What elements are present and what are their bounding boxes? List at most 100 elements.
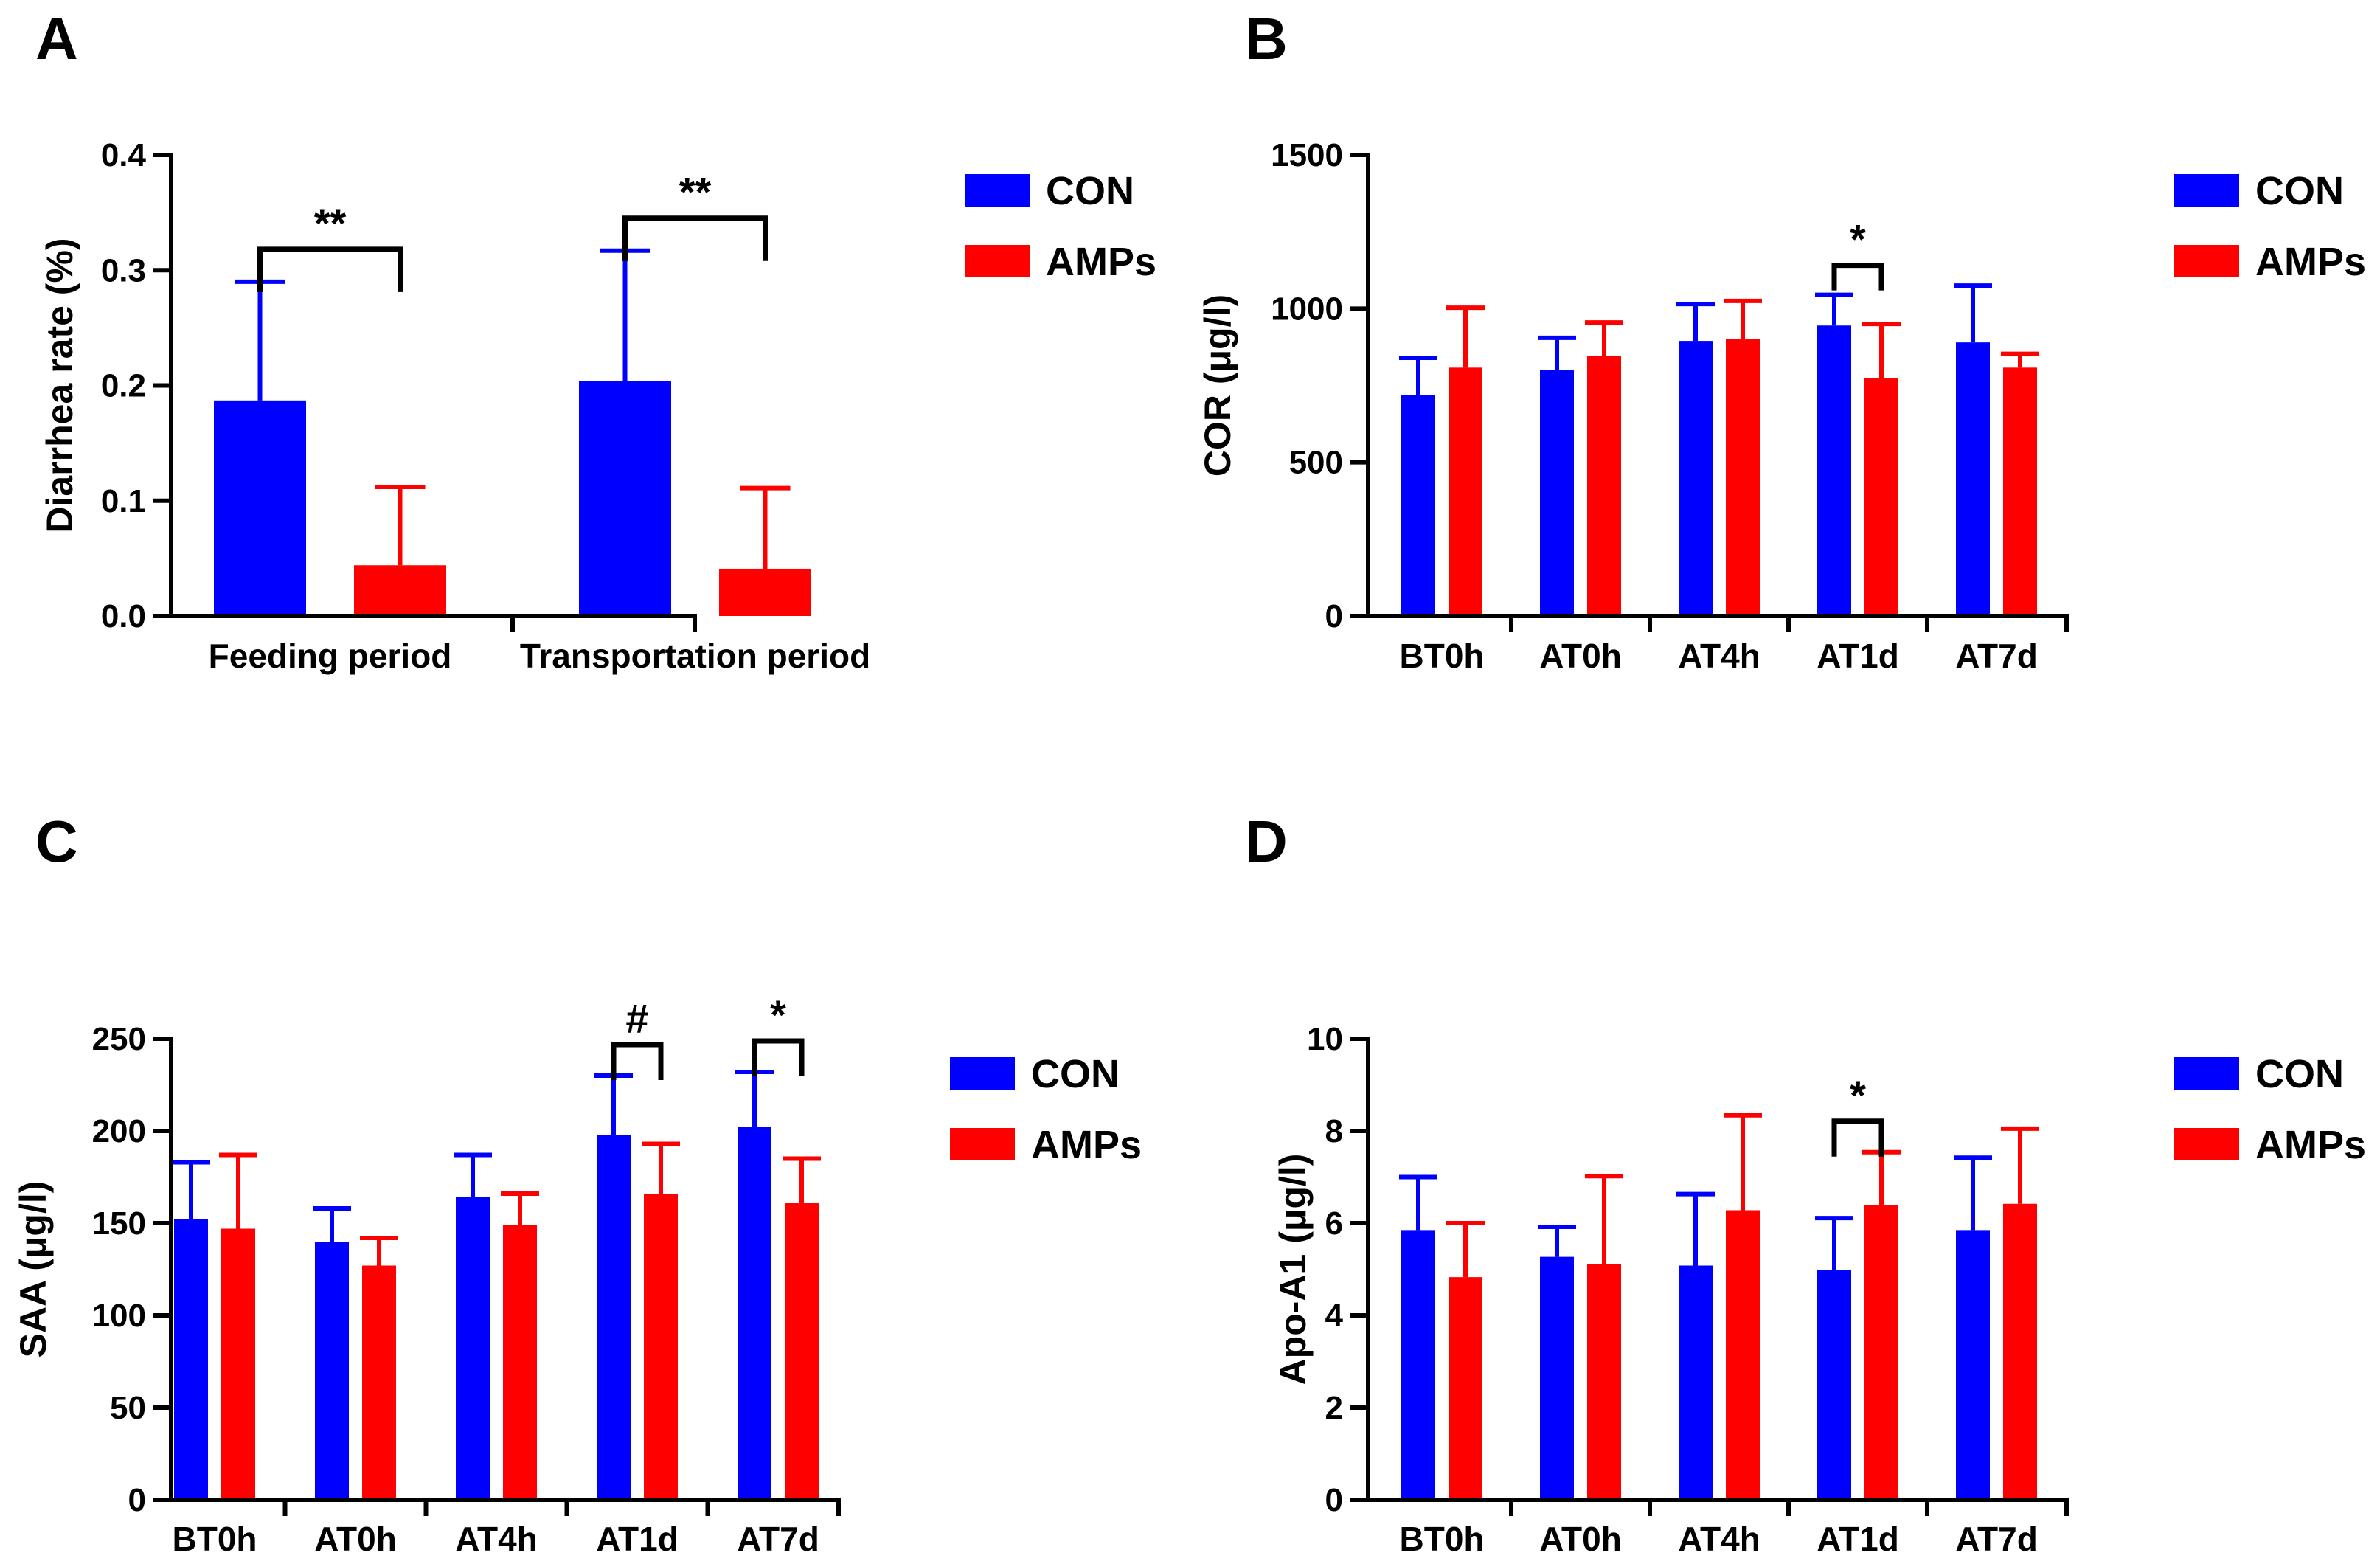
y-tick-label: 0.2 (101, 368, 146, 404)
bar-con-d (1956, 1230, 1990, 1500)
bar-con-d (1540, 1256, 1574, 1500)
y-tick-label: 8 (1325, 1113, 1343, 1149)
y-tick-label: 0 (1325, 1482, 1343, 1518)
bar-amps-d (1864, 1205, 1898, 1500)
y-axis-title: COR (μg/l) (1197, 294, 1238, 477)
y-axis-title: SAA (μg/l) (13, 1181, 54, 1358)
y-tick-label: 100 (92, 1298, 146, 1334)
x-tick-label: AT7d (1955, 637, 2038, 675)
y-tick-label: 4 (1325, 1298, 1344, 1334)
legend-swatch-amps (950, 1128, 1015, 1160)
significance-mark: * (770, 992, 786, 1038)
x-tick-label: BT0h (173, 1520, 257, 1558)
x-tick-label: Feeding period (209, 637, 452, 675)
bar-con-d (1401, 1230, 1435, 1500)
x-tick-label: Transportation period (520, 637, 870, 675)
y-tick-label: 10 (1307, 1021, 1343, 1057)
legend-label-amps: AMPs (1031, 1123, 1142, 1167)
y-tick-label: 50 (110, 1390, 146, 1426)
bar-con-b (1401, 395, 1435, 616)
significance-mark: * (1850, 216, 1866, 263)
bar-con-b (1679, 341, 1713, 616)
bar-amps-c (644, 1194, 678, 1500)
bar-amps-d (1587, 1264, 1621, 1500)
x-tick-label: AT1d (1817, 637, 1899, 675)
x-tick-label: AT0h (314, 1520, 397, 1558)
bar-con-c (597, 1135, 631, 1500)
legend-label-con: CON (2255, 1052, 2344, 1096)
significance-bracket (611, 1042, 664, 1080)
y-tick-label: 0.1 (101, 483, 146, 519)
bar-con-d (1679, 1265, 1713, 1500)
bar-con-b (1817, 325, 1851, 616)
bar-amps-b (1726, 339, 1760, 616)
bar-amps-d (1449, 1277, 1482, 1500)
x-tick-label: AT1d (1817, 1520, 1899, 1558)
significance-mark: ** (314, 200, 347, 246)
y-tick-label: 0 (128, 1482, 146, 1518)
bar-con-d (1817, 1270, 1851, 1500)
bar-con-c (456, 1197, 490, 1500)
legend-label-amps: AMPs (2255, 240, 2366, 284)
bar-con-c (738, 1127, 771, 1500)
panel-c: C 0 50 100 150 200 250 BT0h AT0h AT4h AT1d AT7d SAA … (13, 809, 1142, 1558)
bar-amps-b (1864, 378, 1898, 616)
legend-swatch-con (950, 1057, 1015, 1090)
x-tick-label: AT0h (1539, 1520, 1622, 1558)
legend-label-con: CON (1046, 169, 1134, 213)
significance-bracket (622, 215, 768, 261)
y-tick-label: 0.4 (101, 137, 147, 173)
x-tick-label: AT7d (737, 1520, 819, 1558)
bar-amps-c (221, 1228, 255, 1500)
legend-swatch-con (965, 174, 1030, 207)
panel-a: A 0.0 0.1 0.2 0.3 0.4 Feeding period Transporta… (35, 6, 1156, 675)
y-tick-label: 200 (92, 1113, 146, 1149)
bar-amps-a (354, 565, 446, 616)
x-tick-label: BT0h (1400, 1520, 1485, 1558)
y-tick-label: 0.0 (101, 598, 146, 634)
bar-amps-b (2003, 367, 2037, 616)
legend-label-con: CON (2255, 169, 2344, 213)
panel-d: D 0 2 4 6 8 10 BT0h AT0h AT4h AT1d AT7d Apo-A1 (μg/l… (1245, 809, 2366, 1558)
panel-letter-a: A (35, 6, 78, 72)
legend-swatch-amps (2174, 1128, 2239, 1160)
legend-label-amps: AMPs (2255, 1123, 2366, 1167)
significance-bracket (752, 1038, 805, 1076)
legend-swatch-amps (2174, 245, 2239, 277)
bar-amps-d (2003, 1203, 2037, 1500)
y-tick-label: 2 (1325, 1390, 1343, 1426)
x-tick-label: AT1d (596, 1520, 679, 1558)
x-tick-label: AT0h (1539, 637, 1622, 675)
x-tick-label: AT4h (1678, 1520, 1760, 1558)
panel-letter-c: C (35, 809, 78, 874)
legend-label-amps: AMPs (1046, 240, 1156, 284)
significance-bracket (257, 246, 403, 292)
x-tick-label: AT7d (1955, 1520, 2038, 1558)
bar-amps-c (362, 1265, 396, 1500)
y-tick-label: 500 (1289, 445, 1343, 481)
bar-con-b (1956, 342, 1990, 616)
y-tick-label: 1000 (1271, 291, 1343, 327)
bar-con-b (1540, 370, 1574, 616)
significance-bracket (1831, 1118, 1884, 1157)
bar-amps-b (1587, 356, 1621, 616)
bar-con-a (579, 381, 671, 616)
y-tick-label: 6 (1325, 1205, 1343, 1242)
y-axis-title: Diarrhea rate (%) (39, 238, 80, 533)
bar-amps-c (785, 1203, 819, 1500)
y-tick-label: 150 (92, 1205, 146, 1242)
significance-bracket (1831, 263, 1884, 291)
legend-swatch-con (2174, 1057, 2239, 1090)
significance-mark: ** (679, 169, 712, 215)
y-tick-label: 0.3 (101, 252, 146, 288)
y-tick-label: 250 (92, 1021, 146, 1057)
y-tick-label: 1500 (1271, 137, 1343, 173)
y-axis-title: Apo-A1 (μg/l) (1272, 1154, 1314, 1385)
legend-swatch-amps (965, 245, 1030, 277)
bar-amps-b (1449, 367, 1482, 616)
significance-mark: # (625, 995, 648, 1042)
bar-con-c (174, 1219, 208, 1500)
y-tick-label: 0 (1325, 598, 1343, 634)
panel-b: B 0 500 1000 1500 BT0h AT0h AT4h AT1d AT7d COR (μg… (1197, 6, 2366, 675)
